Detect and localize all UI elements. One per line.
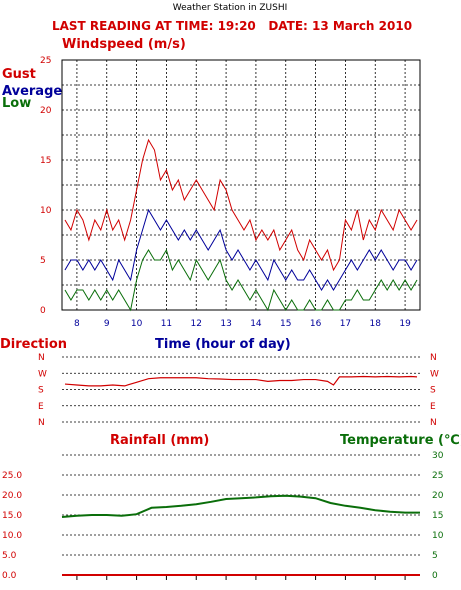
last-reading-line: LAST READING AT TIME: 19:20 DATE: 13 Mar… [52, 19, 412, 33]
time-tick-label: 16 [310, 319, 322, 329]
rainfall-tick-label: 20.0 [2, 491, 22, 501]
windspeed-tick-label: 15 [40, 156, 51, 166]
time-tick-label: 14 [250, 319, 262, 329]
direction-tick-right: N [430, 353, 437, 363]
temperature-tick-label: 0 [432, 571, 438, 581]
windspeed-tick-label: 10 [40, 206, 52, 216]
direction-tick-left: E [38, 402, 44, 412]
legend-average: Average [2, 84, 62, 99]
windspeed-tick-label: 25 [40, 56, 51, 66]
windspeed-title: Windspeed (m/s) [62, 37, 186, 52]
direction-series [64, 375, 418, 387]
rainfall-tick-label: 5.0 [2, 551, 17, 561]
legend-low: Low [2, 96, 31, 111]
rainfall-tick-label: 10.0 [2, 531, 22, 541]
direction-title: Direction [0, 337, 67, 352]
direction-tick-left: N [38, 353, 45, 363]
time-tick-label: 11 [161, 319, 172, 329]
rainfall-tick-label: 0.0 [2, 571, 17, 581]
time-tick-label: 15 [280, 319, 291, 329]
windspeed-series-gust [64, 138, 418, 272]
time-tick-label: 13 [220, 319, 231, 329]
direction-tick-right: S [430, 386, 436, 396]
temperature-tick-label: 30 [432, 451, 444, 461]
temperature-tick-label: 15 [432, 511, 443, 521]
direction-tick-left: S [38, 386, 44, 396]
time-tick-label: 9 [104, 319, 110, 329]
time-tick-label: 19 [399, 319, 411, 329]
temperature-label: Temperature (℃) [340, 433, 461, 448]
windspeed-series-low [64, 248, 418, 312]
rainfall-tick-label: 15.0 [2, 511, 22, 521]
windspeed-tick-label: 20 [40, 106, 52, 116]
time-tick-label: 17 [340, 319, 351, 329]
windspeed-tick-label: 5 [40, 256, 46, 266]
time-tick-label: 8 [74, 319, 80, 329]
direction-tick-right: W [430, 369, 439, 379]
direction-tick-left: N [38, 418, 45, 428]
direction-tick-left: W [38, 369, 47, 379]
temperature-tick-label: 25 [432, 471, 443, 481]
direction-tick-right: N [430, 418, 437, 428]
windspeed-frame [61, 59, 421, 311]
temperature-tick-label: 5 [432, 551, 438, 561]
direction-tick-right: E [430, 402, 436, 412]
temperature-tick-label: 10 [432, 531, 444, 541]
legend-gust: Gust [2, 67, 36, 82]
windspeed-tick-label: 0 [40, 306, 46, 316]
time-tick-label: 12 [191, 319, 202, 329]
time-tick-label: 10 [131, 319, 143, 329]
temperature-tick-label: 20 [432, 491, 444, 501]
time-axis-label: Time (hour of day) [155, 337, 291, 352]
time-tick-label: 18 [370, 319, 382, 329]
rainfall-label: Rainfall (mm) [110, 433, 209, 448]
station-title: Weather Station in ZUSHI [173, 3, 288, 13]
temperature-series [61, 494, 420, 518]
rainfall-tick-label: 25.0 [2, 471, 22, 481]
windspeed-series-average [64, 208, 418, 291]
